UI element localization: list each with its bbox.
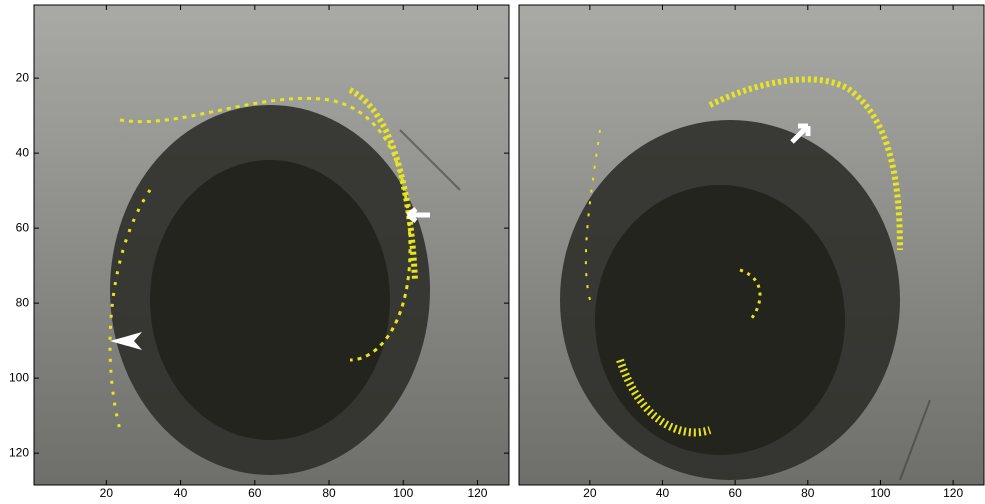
- x-tick-label: 60: [248, 486, 262, 500]
- x-tick-label: 120: [943, 486, 963, 500]
- x-tick-label: 40: [656, 486, 670, 500]
- image-panel: [34, 5, 509, 485]
- x-tick-label: 60: [728, 486, 742, 500]
- y-tick-label: 80: [16, 295, 30, 309]
- x-tick-label: 20: [583, 486, 597, 500]
- x-tick-label: 80: [322, 486, 336, 500]
- x-tick-label: 120: [467, 486, 487, 500]
- x-tick-label: 20: [100, 486, 114, 500]
- x-tick-label: 100: [393, 486, 413, 500]
- y-tick-label: 40: [16, 145, 30, 159]
- y-tick-label: 20: [16, 70, 30, 84]
- x-tick-label: 80: [801, 486, 815, 500]
- x-tick-label: 100: [870, 486, 890, 500]
- image-panel: [519, 5, 984, 485]
- y-tick-label: 100: [9, 370, 29, 384]
- y-tick-label: 60: [16, 220, 30, 234]
- x-tick-label: 40: [174, 486, 188, 500]
- figure: 20 40 60 80 100 120 20 40 60 80 100 120 20 40 60 80 100 1…: [0, 0, 985, 504]
- y-tick-label: 120: [9, 445, 29, 459]
